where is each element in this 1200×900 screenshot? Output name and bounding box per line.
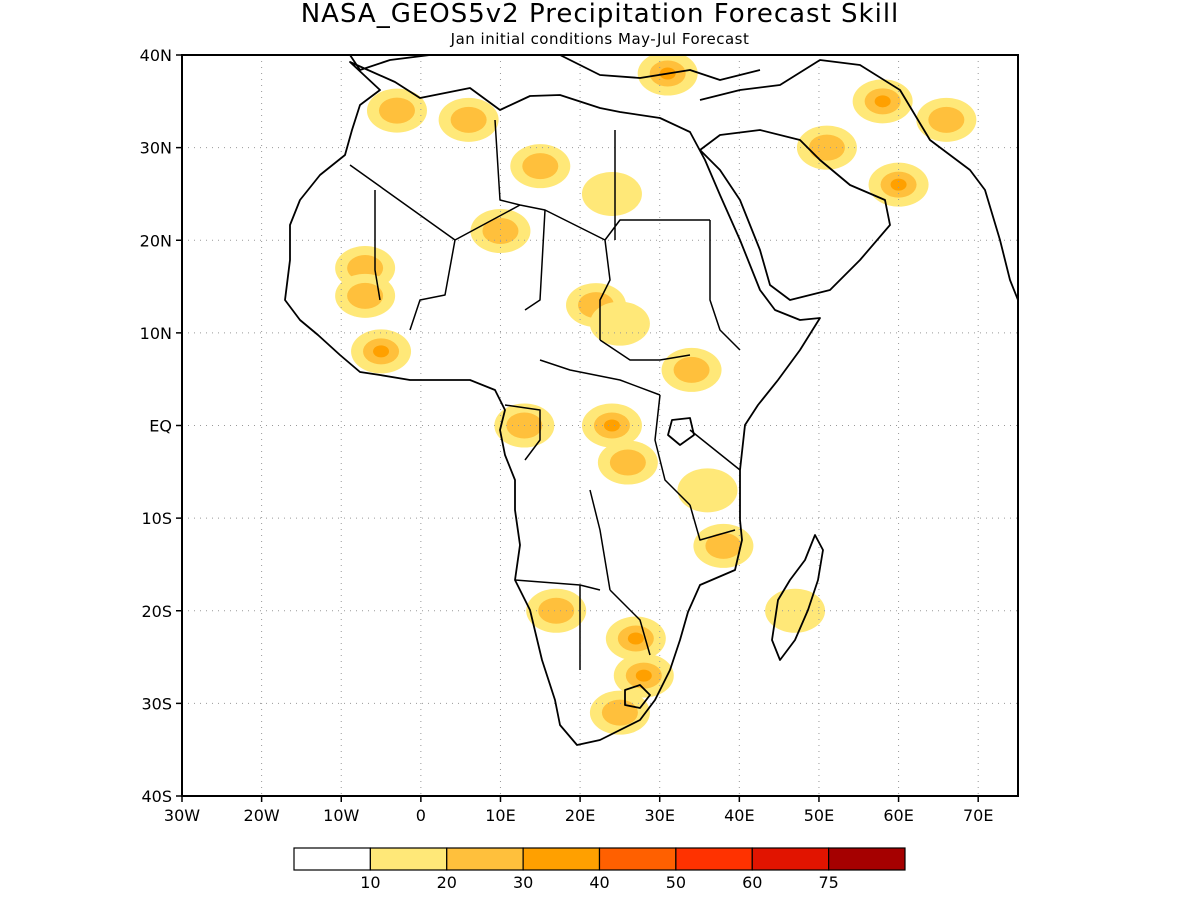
europe-coastline	[349, 55, 761, 81]
country-borders	[349, 119, 741, 670]
lon-tick-label: 30W	[164, 806, 200, 825]
lon-tick-label: 20E	[565, 806, 595, 825]
legend-label: 60	[742, 873, 762, 892]
skill-patch-core	[347, 255, 384, 282]
lon-tick-label: 10W	[323, 806, 359, 825]
lesotho-outline	[624, 684, 651, 709]
legend-label: 75	[818, 873, 838, 892]
legend-swatch	[751, 847, 830, 871]
lon-tick-label: 20W	[244, 806, 280, 825]
lat-tick-label: 40S	[141, 787, 172, 806]
legend-label: 20	[437, 873, 457, 892]
legend-label: 40	[589, 873, 609, 892]
skill-patch-core	[378, 97, 415, 124]
lat-tick-label: 10N	[140, 324, 172, 343]
legend-label: 30	[513, 873, 533, 892]
legend-label: 10	[360, 873, 380, 892]
lon-tick-label: 10E	[485, 806, 515, 825]
africa-coastline	[284, 61, 821, 746]
legend-swatch	[828, 847, 906, 871]
skill-patch-core	[705, 532, 742, 559]
lon-tick-label: 70E	[963, 806, 993, 825]
map-panel: 40N 30N 20N 10N EQ 10S 20S 30S 40S 30W 20W 10W 0 10E…	[140, 46, 1019, 825]
longitude-axis: 30W 20W 10W 0 10E 20E 30E 40E 50E 60E 70E	[164, 796, 993, 825]
figure-subtitle: Jan initial conditions May-Jul Forecast	[450, 30, 750, 48]
legend-swatch	[369, 847, 448, 871]
skill-patch	[589, 301, 650, 346]
skill-patch-peak	[603, 419, 620, 432]
lat-tick-label: 40N	[140, 46, 172, 65]
skill-patch-peak	[635, 669, 652, 682]
legend-label: 50	[666, 873, 686, 892]
madagascar-coastline	[771, 534, 824, 661]
skill-patch-core	[347, 282, 384, 309]
coastlines	[284, 55, 1018, 746]
legend-swatch	[598, 847, 677, 871]
skill-patch	[677, 468, 738, 513]
figure-title: NASA_GEOS5v2 Precipitation Forecast Skil…	[301, 0, 900, 29]
lon-tick-label: 0	[416, 806, 426, 825]
skill-patch-core	[808, 134, 845, 161]
skill-patch-core	[673, 356, 710, 383]
lat-tick-label: 20S	[141, 602, 172, 621]
legend-swatch	[522, 847, 601, 871]
skill-patch-peak	[890, 178, 907, 191]
lake-victoria-outline	[667, 417, 695, 446]
legend-swatch	[446, 847, 524, 871]
lat-tick-label: 20N	[140, 231, 172, 250]
skill-patch-core	[928, 106, 965, 133]
lat-tick-label: 30N	[140, 139, 172, 158]
lon-tick-label: 50E	[804, 806, 834, 825]
lat-tick-label: 10S	[141, 509, 172, 528]
skill-patch-core	[522, 153, 559, 180]
skill-patch	[765, 588, 826, 633]
skill-patch-peak	[874, 95, 891, 108]
lon-tick-label: 30E	[644, 806, 674, 825]
legend-swatch	[293, 847, 371, 871]
legend-swatch	[675, 847, 753, 871]
skill-patch-core	[450, 106, 487, 133]
lat-tick-label: 30S	[141, 694, 172, 713]
skill-patch-peak	[627, 632, 644, 645]
arabian-peninsula-coastline	[699, 129, 891, 301]
skill-patch-core	[538, 597, 575, 624]
lat-tick-label: EQ	[149, 417, 172, 436]
skill-patch	[581, 171, 642, 216]
skill-patch-core	[609, 449, 646, 476]
asia-coastline	[699, 59, 1018, 301]
skill-patch-peak	[373, 345, 390, 358]
latitude-axis: 40N 30N 20N 10N EQ 10S 20S 30S 40S	[140, 46, 182, 806]
lon-tick-label: 60E	[883, 806, 913, 825]
lon-tick-label: 40E	[724, 806, 754, 825]
skill-patch-core	[482, 217, 519, 244]
colorbar-legend: 10 20 30 40 50 60 75	[293, 847, 906, 892]
border-lines	[349, 119, 741, 670]
map-gridlines	[182, 55, 1018, 796]
